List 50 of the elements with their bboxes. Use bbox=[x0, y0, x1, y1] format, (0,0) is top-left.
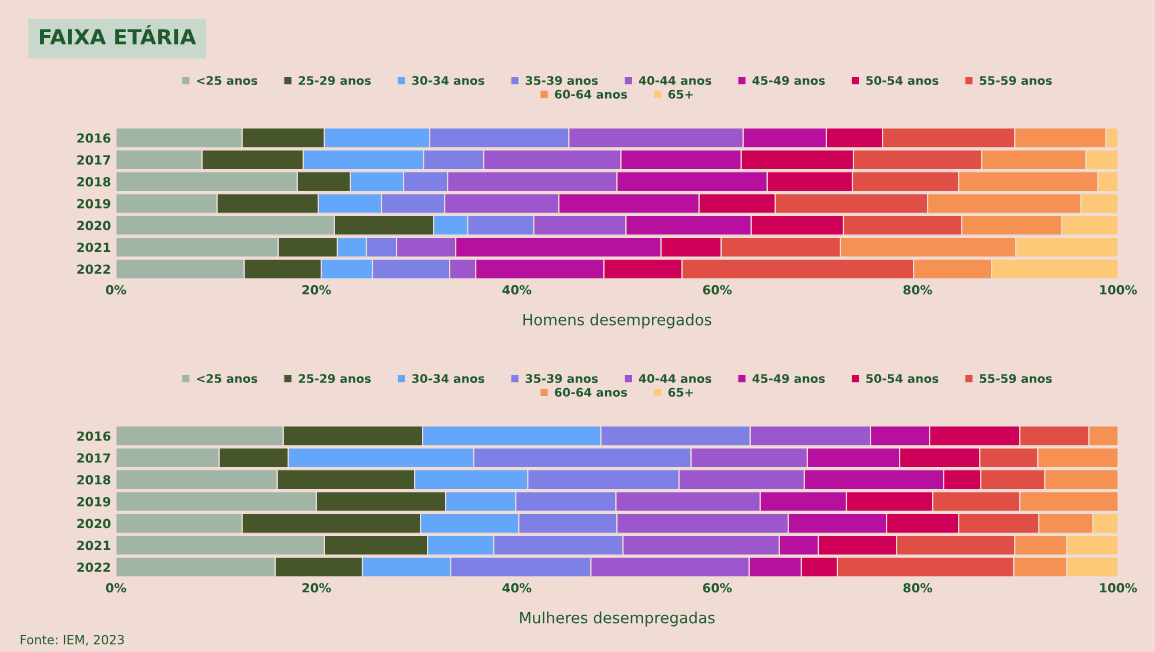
x-tick-label: 0% bbox=[105, 285, 127, 295]
y-tick-label: 2018 bbox=[77, 475, 111, 485]
legend-label: 35-39 anos bbox=[525, 374, 598, 383]
y-tick-label: 2022 bbox=[77, 562, 111, 572]
legend-label: 40-44 anos bbox=[638, 374, 712, 383]
legend-label: 65+ bbox=[668, 89, 693, 99]
x-tick-label: 40% bbox=[502, 583, 532, 593]
x-tick-label: 20% bbox=[302, 285, 331, 295]
chart-title: FAIXA ETÁRIA bbox=[40, 25, 197, 45]
legend-label: <25 anos bbox=[197, 76, 258, 85]
legend-label: 50-54 anos bbox=[866, 76, 939, 85]
legend-label: 25-29 anos bbox=[298, 76, 371, 85]
x-tick-label: 20% bbox=[302, 583, 331, 593]
legend-label: 35-39 anos bbox=[525, 76, 598, 85]
y-tick-label: 2021 bbox=[77, 540, 111, 551]
legend-label: 40-44 anos bbox=[638, 76, 712, 85]
legend-label: 30-34 anos bbox=[412, 76, 485, 85]
legend-label: 60-64 anos bbox=[554, 387, 627, 397]
legend-label: 30-34 anos bbox=[412, 374, 485, 383]
y-tick-label: 2019 bbox=[77, 496, 111, 507]
y-tick-label: 2016 bbox=[77, 133, 111, 143]
legend-label: 25-29 anos bbox=[298, 374, 371, 383]
source-note: Fonte: IEM, 2023 bbox=[20, 634, 124, 646]
legend-label: 55-59 anos bbox=[979, 374, 1052, 383]
legend-label: 65+ bbox=[668, 387, 693, 397]
x-tick-label: 100% bbox=[1100, 583, 1137, 593]
y-tick-label: 2020 bbox=[77, 220, 111, 231]
legend-label: 45-49 anos bbox=[752, 374, 825, 383]
x-axis-title: Mulheres desempregadas bbox=[520, 611, 715, 627]
x-tick-label: 60% bbox=[703, 583, 732, 593]
x-tick-label: 60% bbox=[703, 285, 732, 295]
y-tick-label: 2022 bbox=[77, 264, 111, 274]
x-tick-label: 40% bbox=[502, 285, 532, 295]
y-tick-label: 2020 bbox=[77, 518, 111, 529]
y-tick-label: 2021 bbox=[77, 242, 111, 253]
x-tick-label: 100% bbox=[1100, 285, 1137, 295]
y-tick-label: 2017 bbox=[77, 453, 111, 463]
y-tick-label: 2018 bbox=[77, 177, 111, 187]
legend-label: <25 anos bbox=[197, 374, 258, 383]
x-tick-label: 80% bbox=[903, 583, 933, 593]
x-tick-label: 80% bbox=[903, 285, 933, 295]
legend-label: 45-49 anos bbox=[752, 76, 825, 85]
y-tick-label: 2017 bbox=[77, 155, 111, 165]
x-axis-title: Homens desempregados bbox=[523, 313, 712, 329]
y-tick-label: 2019 bbox=[77, 198, 111, 209]
legend-label: 60-64 anos bbox=[554, 89, 627, 99]
legend-label: 50-54 anos bbox=[866, 374, 939, 383]
y-tick-label: 2016 bbox=[77, 431, 111, 441]
legend-label: 55-59 anos bbox=[979, 76, 1052, 85]
x-tick-label: 0% bbox=[105, 583, 127, 593]
